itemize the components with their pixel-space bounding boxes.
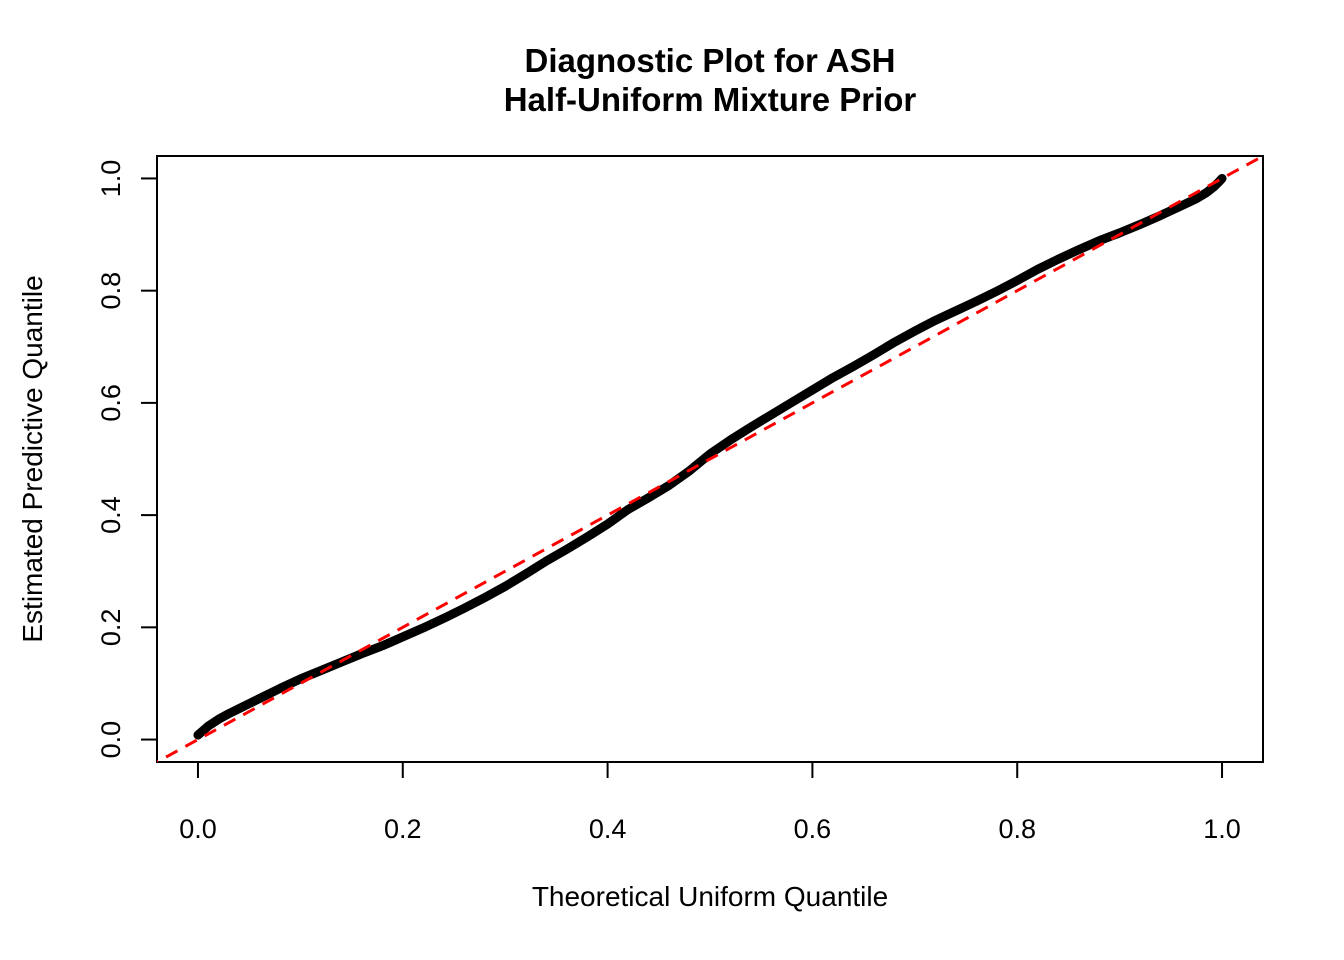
x-tick-label: 0.2 [384, 814, 422, 844]
x-tick-label: 0.4 [589, 814, 627, 844]
chart-title-line-2: Half-Uniform Mixture Prior [504, 81, 917, 118]
y-tick-label: 0.4 [96, 496, 126, 534]
y-tick-label: 0.6 [96, 384, 126, 422]
x-tick-label: 0.8 [998, 814, 1036, 844]
y-tick-label: 0.8 [96, 272, 126, 310]
plot-frame [156, 155, 1264, 763]
quantile-curve [193, 173, 1227, 740]
identity-reference-line [157, 156, 1263, 762]
chart-title-line-1: Diagnostic Plot for ASH [525, 42, 896, 79]
x-axis: 0.0 0.2 0.4 0.6 0.8 1.0 [179, 762, 1241, 844]
x-axis-title: Theoretical Uniform Quantile [532, 881, 888, 912]
series-group [157, 156, 1263, 762]
y-axis-title: Estimated Predictive Quantile [17, 275, 48, 642]
x-tick-label: 1.0 [1203, 814, 1241, 844]
y-tick-label: 0.0 [96, 721, 126, 759]
y-axis: 0.0 0.2 0.4 0.6 0.8 1.0 [96, 160, 157, 759]
y-tick-label: 0.2 [96, 609, 126, 647]
y-tick-label: 1.0 [96, 160, 126, 198]
x-tick-label: 0.6 [794, 814, 832, 844]
x-tick-label: 0.0 [179, 814, 217, 844]
